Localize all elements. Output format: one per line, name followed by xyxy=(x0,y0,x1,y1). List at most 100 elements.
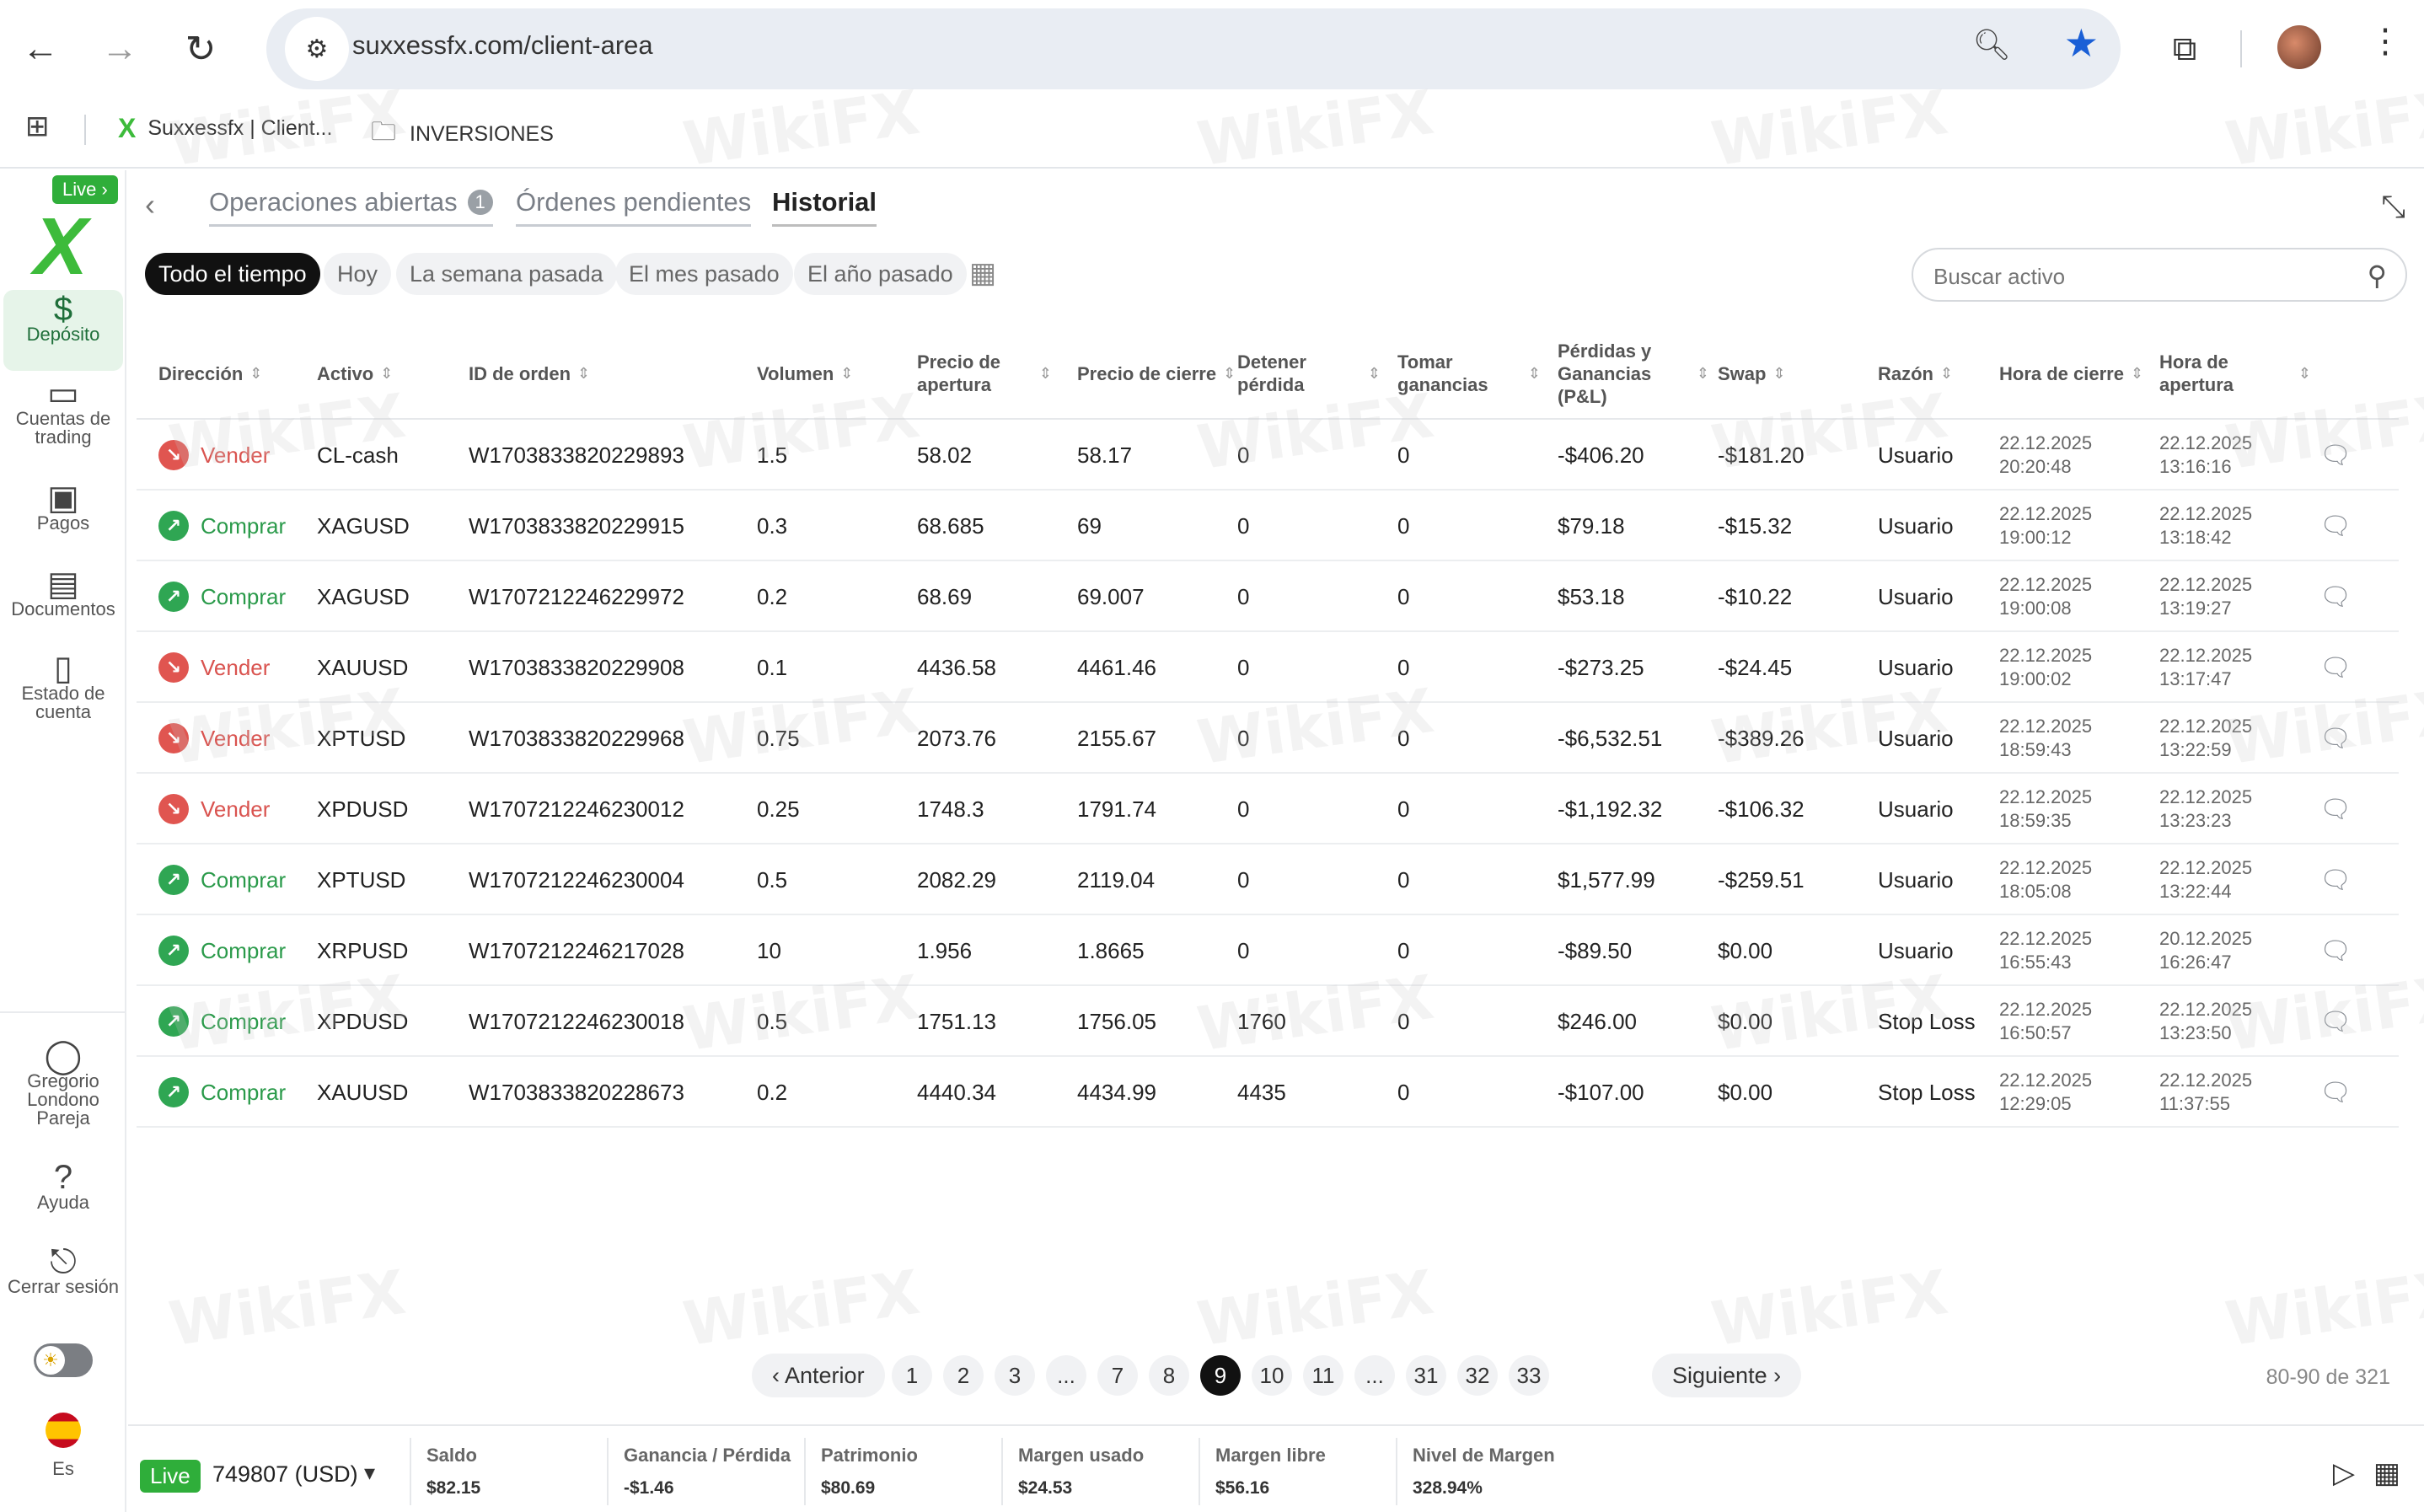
more-menu-icon[interactable]: ⋮ xyxy=(2368,23,2402,60)
search-icon[interactable]: ⚲ xyxy=(2367,260,2387,291)
previous-page-button[interactable]: ‹ Anterior xyxy=(752,1354,885,1397)
play-icon[interactable]: ▷ xyxy=(2332,1457,2355,1489)
comment-icon[interactable]: 🗨︎ xyxy=(2319,724,2352,753)
brand-logo[interactable]: X xyxy=(34,201,88,292)
table-row[interactable]: ↗ Comprar XRPUSD W1707212246217028 10 1.956 1.… xyxy=(137,915,2399,986)
caret-down-icon[interactable]: ▾ xyxy=(364,1460,376,1485)
language-label[interactable]: Es xyxy=(52,1458,74,1479)
tab-pending-orders[interactable]: Órdenes pendientes xyxy=(516,187,752,227)
url-text[interactable]: suxxessfx.com/client-area xyxy=(352,30,653,60)
tab-history[interactable]: Historial xyxy=(772,187,877,227)
comment-icon[interactable]: 🗨︎ xyxy=(2319,936,2352,965)
next-page-button[interactable]: Siguiente › xyxy=(1652,1354,1802,1397)
filter-last-year[interactable]: El año pasado xyxy=(794,253,967,295)
table-row[interactable]: ↘ Vender CL-cash W1703833820229893 1.5 58.02 5… xyxy=(137,420,2399,491)
header-swap[interactable]: Swap ⇕ xyxy=(1718,327,1786,420)
header-order-id[interactable]: ID de orden ⇕ xyxy=(469,327,590,420)
sidebar-item-logout[interactable]: ⎋ Cerrar sesión xyxy=(3,1245,123,1296)
comment-icon[interactable]: 🗨︎ xyxy=(2319,441,2352,469)
bookmark-suxxessfx[interactable]: X Suxxessfx | Client... xyxy=(118,113,332,144)
comment-cell[interactable]: 🗨︎ xyxy=(2319,844,2352,915)
header-open-time[interactable]: Hora de apertura ⇕ xyxy=(2159,327,2311,420)
header-open-price[interactable]: Precio de apertura ⇕ xyxy=(917,327,1052,420)
header-asset[interactable]: Activo ⇕ xyxy=(317,327,393,420)
bookmark-star-icon[interactable]: ★ xyxy=(2063,21,2099,65)
collapse-icon[interactable]: ⤡ xyxy=(2381,189,2405,223)
extensions-icon[interactable]: ⧉ xyxy=(2172,29,2197,67)
comment-icon[interactable]: 🗨︎ xyxy=(2319,795,2352,823)
page-button[interactable]: 32 xyxy=(1457,1355,1498,1396)
comment-cell[interactable]: 🗨︎ xyxy=(2319,986,2352,1057)
live-account-badge[interactable]: Live › xyxy=(52,175,118,204)
tab-open-positions[interactable]: Operaciones abiertas 1 xyxy=(209,187,493,227)
header-take-profit[interactable]: Tomar ganancias ⇕ xyxy=(1397,327,1541,420)
page-button[interactable]: 3 xyxy=(995,1355,1035,1396)
reload-icon[interactable]: ↻ xyxy=(185,28,217,70)
filter-all-time[interactable]: Todo el tiempo xyxy=(145,253,320,295)
forward-arrow-icon[interactable]: → xyxy=(101,28,138,69)
bookmark-inversiones[interactable]: 🗀 INVERSIONES xyxy=(371,113,554,156)
page-button[interactable]: 33 xyxy=(1509,1355,1549,1396)
header-close-price[interactable]: Precio de cierre ⇕ xyxy=(1077,327,1236,420)
page-button[interactable]: 1 xyxy=(892,1355,932,1396)
table-row[interactable]: ↗ Comprar XPDUSD W1707212246230018 0.5 1751.1… xyxy=(137,986,2399,1057)
header-direction[interactable]: Dirección ⇕ xyxy=(158,327,262,420)
sidebar-item-cuentas[interactable]: ▭ Cuentas de trading xyxy=(3,377,123,447)
table-row[interactable]: ↗ Comprar XAUUSD W1703833820228673 0.2 4440.3… xyxy=(137,1057,2399,1128)
table-row[interactable]: ↗ Comprar XPTUSD W1707212246230004 0.5 2082.2… xyxy=(137,844,2399,915)
comment-cell[interactable]: 🗨︎ xyxy=(2319,703,2352,774)
sidebar-item-estado[interactable]: ▯ Estado de cuenta xyxy=(3,651,123,721)
table-row[interactable]: ↗ Comprar XAGUSD W1707212246229972 0.2 68.69 6… xyxy=(137,561,2399,632)
site-settings-icon[interactable]: ⚙ xyxy=(285,17,349,81)
comment-cell[interactable]: 🗨︎ xyxy=(2319,1057,2352,1128)
comment-cell[interactable]: 🗨︎ xyxy=(2319,561,2352,632)
comment-icon[interactable]: 🗨︎ xyxy=(2319,653,2352,682)
page-button[interactable]: 9 xyxy=(1200,1355,1241,1396)
comment-icon[interactable]: 🗨︎ xyxy=(2319,582,2352,611)
profile-avatar[interactable] xyxy=(2277,25,2321,69)
sidebar-item-documentos[interactable]: ▤ Documentos xyxy=(3,567,123,619)
address-bar[interactable]: ⚙ suxxessfx.com/client-area 🔍︎ ★ xyxy=(266,8,2121,89)
zoom-icon[interactable]: 🔍︎ xyxy=(1972,27,2011,62)
page-button[interactable]: 2 xyxy=(943,1355,984,1396)
search-box[interactable]: ⚲ xyxy=(1912,248,2407,302)
table-row[interactable]: ↘ Vender XPTUSD W1703833820229968 0.75 2073.7… xyxy=(137,703,2399,774)
comment-icon[interactable]: 🗨︎ xyxy=(2319,512,2352,540)
table-row[interactable]: ↘ Vender XPDUSD W1707212246230012 0.25 1748.3… xyxy=(137,774,2399,844)
page-button[interactable]: 31 xyxy=(1406,1355,1446,1396)
header-pnl[interactable]: Pérdidas y Ganancias (P&L) ⇕ xyxy=(1558,327,1709,420)
comment-cell[interactable]: 🗨︎ xyxy=(2319,774,2352,844)
search-input[interactable] xyxy=(1933,260,2338,293)
apps-grid-icon[interactable]: ⊞ xyxy=(25,110,50,142)
filter-last-week[interactable]: La semana pasada xyxy=(396,253,617,295)
account-selector[interactable]: 749807 (USD) xyxy=(212,1461,358,1487)
header-volume[interactable]: Volumen ⇕ xyxy=(757,327,853,420)
back-arrow-icon[interactable]: ← xyxy=(22,28,59,69)
comment-icon[interactable]: 🗨︎ xyxy=(2319,1007,2352,1036)
filter-today[interactable]: Hoy xyxy=(324,253,392,295)
comment-icon[interactable]: 🗨︎ xyxy=(2319,866,2352,894)
comment-cell[interactable]: 🗨︎ xyxy=(2319,420,2352,491)
table-row[interactable]: ↗ Comprar XAGUSD W1703833820229915 0.3 68.685… xyxy=(137,491,2399,561)
calculator-icon[interactable]: ▦ xyxy=(2373,1457,2400,1489)
sidebar-item-deposito[interactable]: $ Depósito xyxy=(3,290,123,371)
table-row[interactable]: ↘ Vender XAUUSD W1703833820229908 0.1 4436.58… xyxy=(137,632,2399,703)
sidebar-item-user[interactable]: ◯ Gregorio Londono Pareja xyxy=(3,1039,123,1128)
comment-cell[interactable]: 🗨︎ xyxy=(2319,491,2352,561)
comment-cell[interactable]: 🗨︎ xyxy=(2319,632,2352,703)
page-button[interactable]: 7 xyxy=(1097,1355,1138,1396)
comment-icon[interactable]: 🗨︎ xyxy=(2319,1078,2352,1107)
header-reason[interactable]: Razón ⇕ xyxy=(1878,327,1953,420)
filter-last-month[interactable]: El mes pasado xyxy=(615,253,793,295)
page-button[interactable]: 11 xyxy=(1303,1355,1343,1396)
sidebar-item-ayuda[interactable]: ? Ayuda xyxy=(3,1161,123,1212)
sidebar-item-pagos[interactable]: ▣ Pagos xyxy=(3,481,123,533)
header-stop-loss[interactable]: Detener pérdida ⇕ xyxy=(1237,327,1381,420)
chevron-left-icon[interactable]: ‹ xyxy=(145,187,155,222)
header-close-time[interactable]: Hora de cierre ⇕ xyxy=(1999,327,2143,420)
calendar-icon[interactable]: ▦ xyxy=(969,257,997,289)
page-button[interactable]: 10 xyxy=(1252,1355,1292,1396)
theme-toggle[interactable]: ☀ xyxy=(34,1343,93,1377)
spain-flag-icon[interactable] xyxy=(46,1413,81,1448)
page-button[interactable]: 8 xyxy=(1149,1355,1189,1396)
